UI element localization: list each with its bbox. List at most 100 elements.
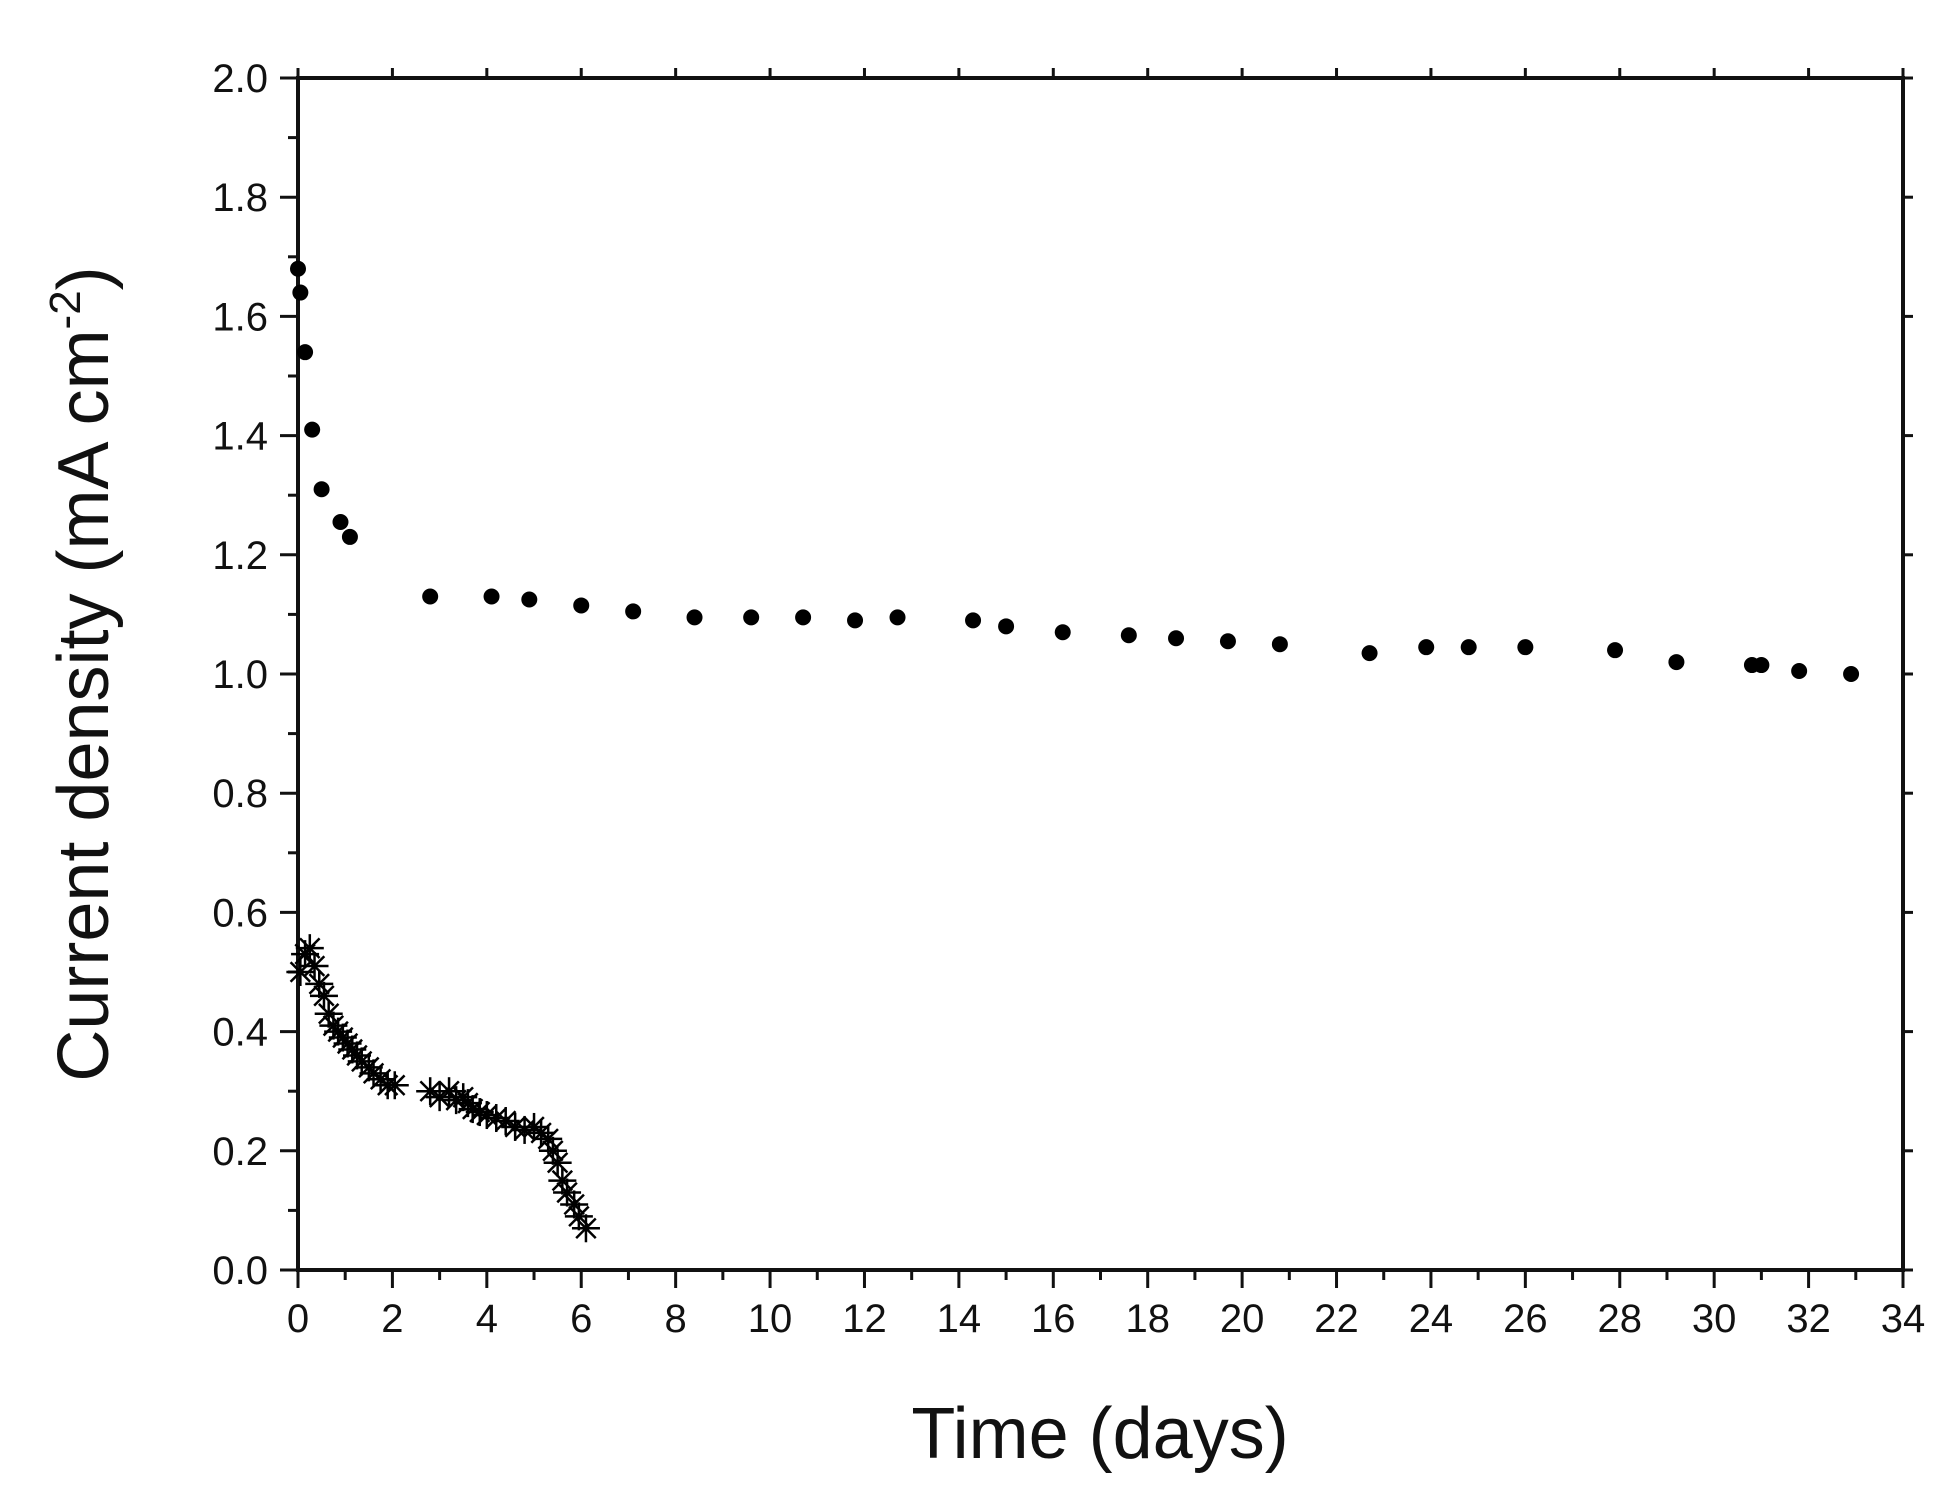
x-tick-label: 8 [665, 1297, 687, 1341]
asterisk-stroke [495, 1110, 517, 1132]
tick-labels: 0 2 4 6 8 10 12 14 16 18 20 22 24 26 28 30 32 340.00.20.4… [212, 57, 1925, 1341]
asterisk-stroke [438, 1080, 460, 1102]
x-axis-title: Time (days) [911, 1394, 1288, 1474]
x-tick-label: 30 [1692, 1297, 1737, 1341]
asterisk-point [543, 1148, 572, 1177]
asterisk-stroke [419, 1080, 441, 1102]
asterisk-point [548, 1166, 577, 1195]
y-tick-label: 1.8 [212, 176, 268, 220]
circle-point [889, 609, 906, 626]
y-tick-label: 1.6 [212, 295, 268, 339]
asterisk-stroke [317, 1003, 340, 1025]
circle-point [292, 284, 309, 301]
asterisk-point [305, 969, 334, 998]
circle-point [341, 528, 358, 545]
circle-point [1361, 645, 1378, 662]
plot-frame [296, 76, 1905, 1272]
circle-point [1219, 633, 1236, 650]
x-tick-label: 34 [1881, 1297, 1926, 1341]
circle-point [847, 612, 864, 629]
y-axis-title: Current density (mA cm-2) [41, 266, 124, 1081]
circle-point [1607, 642, 1624, 659]
circle-point [304, 421, 321, 438]
asterisk-stroke [476, 1104, 498, 1126]
circle-point [573, 597, 590, 614]
circle-point [965, 612, 982, 629]
circle-point [1517, 639, 1534, 656]
y-tick-label: 1.0 [212, 653, 268, 697]
asterisk-stroke [575, 1217, 597, 1239]
asterisk-point [380, 1071, 409, 1100]
asterisk-stroke [537, 1128, 559, 1150]
x-tick-label: 20 [1220, 1297, 1265, 1341]
y-tick-label: 1.4 [212, 415, 268, 459]
x-tick-label: 18 [1125, 1297, 1170, 1341]
y-axis-title-superscript: -2 [41, 290, 90, 329]
asterisk-stroke [308, 973, 330, 995]
markers [286, 260, 1860, 1243]
circle-point [1054, 624, 1071, 641]
asterisk-stroke [542, 1140, 564, 1162]
y-tick-label: 0.0 [212, 1249, 268, 1293]
asterisk-stroke [556, 1181, 578, 1204]
x-tick-label: 12 [842, 1297, 887, 1341]
circle-point [1791, 663, 1808, 680]
circle-point [998, 618, 1015, 635]
y-tick-label: 0.8 [212, 772, 268, 816]
y-tick-label: 1.2 [212, 534, 268, 578]
asterisk-stroke [551, 1169, 574, 1192]
circle-point [332, 514, 349, 531]
x-tick-label: 14 [937, 1297, 982, 1341]
x-tick-label: 32 [1786, 1297, 1831, 1341]
asterisk-point [560, 1190, 589, 1219]
x-tick-label: 28 [1598, 1297, 1643, 1341]
circle-point [1460, 639, 1477, 656]
asterisk-point [571, 1214, 600, 1243]
asterisk-point [309, 981, 338, 1010]
y-tick-label: 2.0 [212, 57, 268, 101]
circle-point [422, 588, 439, 605]
asterisk-stroke [485, 1107, 507, 1129]
x-tick-label: 22 [1314, 1297, 1359, 1341]
circle-point [1418, 639, 1435, 656]
circle-point [297, 344, 314, 361]
asterisk-point [538, 1136, 567, 1165]
circle-point [313, 481, 330, 498]
circle-point [686, 609, 703, 626]
asterisk-point [300, 952, 329, 981]
circle-point [795, 609, 812, 626]
asterisk-point [295, 934, 324, 963]
x-tick-label: 6 [570, 1297, 592, 1341]
ticks [280, 68, 1913, 1288]
circle-point [743, 609, 760, 626]
asterisk-point [534, 1124, 563, 1153]
circle-point [1843, 666, 1860, 682]
x-tick-label: 0 [287, 1297, 309, 1341]
y-axis-title-close: ) [44, 266, 124, 290]
circle-point [290, 260, 306, 277]
y-tick-label: 0.2 [212, 1130, 268, 1174]
asterisk-stroke [568, 1205, 590, 1228]
asterisk-stroke [563, 1193, 585, 1216]
x-tick-label: 26 [1503, 1297, 1548, 1341]
asterisk-stroke [313, 985, 335, 1007]
asterisk-stroke [299, 937, 321, 959]
y-tick-label: 0.4 [212, 1011, 268, 1055]
circle-point [625, 603, 642, 620]
asterisk-stroke [546, 1152, 569, 1174]
circle-point [1271, 636, 1288, 653]
y-tick-label: 0.6 [212, 891, 268, 935]
x-tick-label: 4 [476, 1297, 498, 1341]
x-tick-label: 2 [381, 1297, 403, 1341]
asterisk-stroke [504, 1116, 526, 1138]
circle-point [1668, 654, 1685, 671]
circle-point [1753, 657, 1770, 674]
circle-point [521, 591, 538, 608]
circle-point [1168, 630, 1185, 647]
asterisk-stroke [384, 1074, 406, 1096]
x-tick-label: 24 [1409, 1297, 1454, 1341]
circle-point [483, 588, 500, 605]
circle-point [1120, 627, 1137, 644]
asterisk-stroke [303, 955, 326, 977]
